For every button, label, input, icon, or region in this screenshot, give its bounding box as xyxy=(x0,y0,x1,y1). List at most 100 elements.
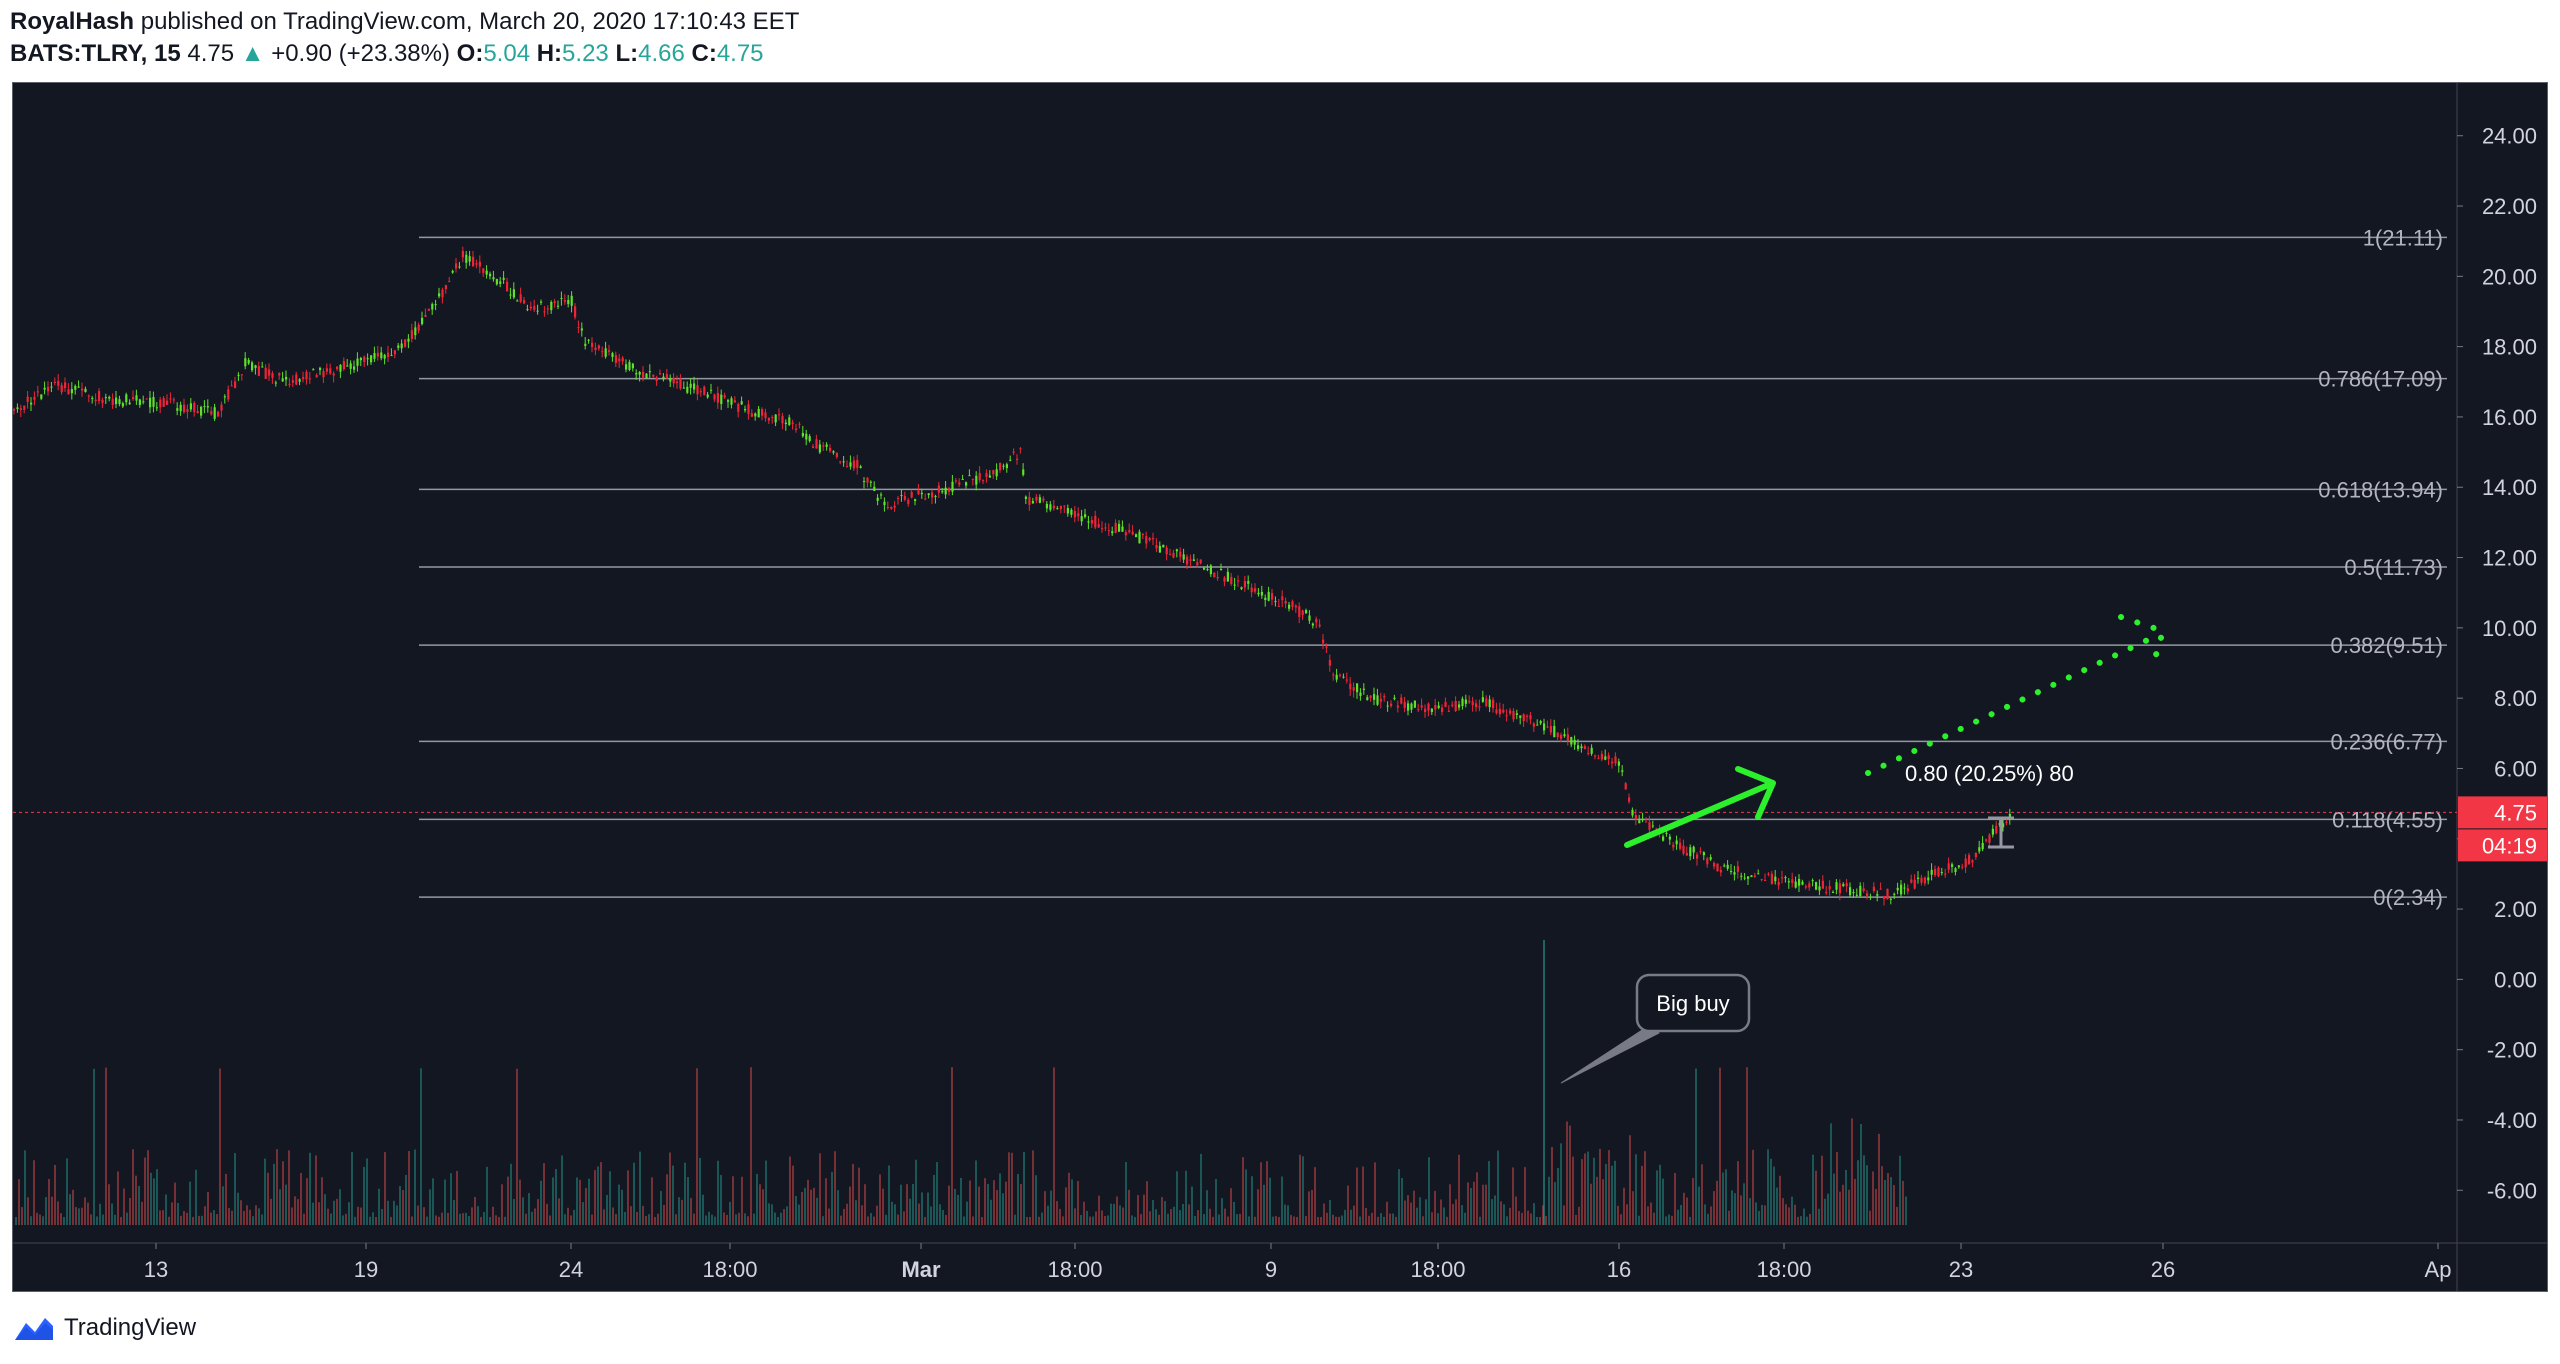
volume-bar xyxy=(1002,1193,1004,1225)
volume-bar xyxy=(1056,1201,1058,1225)
candle-body xyxy=(662,376,665,380)
volume-bar xyxy=(1359,1216,1361,1225)
volume-bar xyxy=(159,1210,161,1225)
candle-body xyxy=(968,475,971,477)
candle-body xyxy=(1937,867,1940,877)
volume-bar xyxy=(1566,1121,1568,1225)
time-tick-label: 18:00 xyxy=(1047,1257,1102,1282)
volume-bar xyxy=(474,1197,476,1225)
publisher-name[interactable]: RoyalHash xyxy=(10,8,135,35)
volume-bar xyxy=(69,1194,71,1225)
volume-bar xyxy=(471,1207,473,1225)
candle-body xyxy=(829,447,832,452)
candle-body xyxy=(196,411,199,414)
candle-body xyxy=(455,263,458,269)
candle-body xyxy=(1042,498,1045,501)
volume-bar xyxy=(1332,1214,1334,1225)
volume-bar xyxy=(1293,1216,1295,1225)
volume-bar xyxy=(60,1213,62,1225)
volume-bar xyxy=(381,1209,383,1225)
candle-body xyxy=(1475,703,1478,708)
volume-bar xyxy=(972,1216,974,1225)
volume-bar xyxy=(717,1160,719,1225)
tradingview-brand[interactable]: TradingView xyxy=(64,1314,197,1341)
fib-level-label: 0.5(11.73) xyxy=(2344,555,2443,580)
candle-body xyxy=(1383,696,1386,698)
volume-bar xyxy=(189,1181,191,1225)
volume-bar xyxy=(1188,1204,1190,1225)
volume-bar xyxy=(1533,1203,1535,1225)
volume-bar xyxy=(57,1201,59,1225)
volume-bar xyxy=(1269,1177,1271,1225)
volume-bar xyxy=(1626,1204,1628,1225)
fib-level-label: 0.786(17.09) xyxy=(2318,367,2443,392)
volume-bar xyxy=(1629,1135,1631,1225)
candle-body xyxy=(1298,606,1301,617)
candle-body xyxy=(1505,715,1508,717)
candle-body xyxy=(223,396,226,398)
candle-body xyxy=(285,376,288,380)
candle-body xyxy=(540,301,543,303)
symbol-name[interactable]: BATS:TLRY, 15 xyxy=(10,40,181,67)
volume-bar xyxy=(1419,1197,1421,1225)
price-chart[interactable]: 24.00 22.00 20.00 18.00 16.00 14.00 12.00 10.00… xyxy=(13,83,2547,1291)
chart-frame[interactable]: 24.00 22.00 20.00 18.00 16.00 14.00 12.00 10.00… xyxy=(12,82,2548,1292)
volume-bar xyxy=(516,1068,518,1225)
candle-body xyxy=(924,498,927,500)
volume-bar xyxy=(915,1159,917,1225)
candle-body xyxy=(506,281,509,291)
fib-level-label: 0.236(6.77) xyxy=(2330,729,2443,754)
candle-body xyxy=(50,386,53,388)
volume-bar xyxy=(594,1170,596,1225)
candle-body xyxy=(193,402,196,412)
candle-body xyxy=(815,439,818,449)
volume-bar xyxy=(63,1216,65,1225)
volume-bar xyxy=(1113,1203,1115,1225)
callout-text: Big buy xyxy=(1656,991,1729,1016)
volume-bar xyxy=(996,1190,998,1225)
candle-body xyxy=(1947,863,1950,870)
candle-body xyxy=(149,397,152,408)
volume-bar xyxy=(84,1197,86,1225)
candle-body xyxy=(1390,703,1393,706)
volume-bar xyxy=(918,1203,920,1225)
candle-body xyxy=(1750,875,1753,878)
volume-bar xyxy=(1065,1187,1067,1225)
volume-bar xyxy=(342,1215,344,1225)
candle-body xyxy=(1532,723,1535,727)
candle-body xyxy=(648,371,651,373)
volume-bar xyxy=(645,1215,647,1225)
candle-body xyxy=(1549,725,1552,733)
volume-bar xyxy=(771,1204,773,1225)
tradingview-logo-icon[interactable] xyxy=(12,1313,56,1343)
volume-bar xyxy=(1554,1182,1556,1225)
price-tick-label: 14.00 xyxy=(2482,475,2537,500)
current-price-badge xyxy=(2458,796,2547,829)
candle-body xyxy=(1607,755,1610,760)
candle-body xyxy=(1220,568,1223,570)
candle-body xyxy=(16,407,19,410)
candle-body xyxy=(472,256,475,267)
candle-body xyxy=(1964,858,1967,868)
volume-bar xyxy=(78,1208,80,1225)
candle-body xyxy=(563,300,566,302)
candle-body xyxy=(1692,846,1695,853)
candle-body xyxy=(1145,536,1148,544)
price-tick-label: 2.00 xyxy=(2494,897,2537,922)
candle-body xyxy=(1407,703,1410,711)
candle-body xyxy=(1957,865,1960,868)
volume-bar xyxy=(1101,1210,1103,1225)
candle-body xyxy=(203,406,206,408)
candle-body xyxy=(1614,756,1617,764)
volume-bar xyxy=(183,1211,185,1225)
volume-bar xyxy=(687,1177,689,1225)
volume-bar xyxy=(702,1194,704,1225)
volume-bar xyxy=(1326,1212,1328,1225)
candle-body xyxy=(835,452,838,458)
candle-body xyxy=(832,451,835,453)
candle-body xyxy=(172,399,175,401)
candle-body xyxy=(101,399,104,403)
candle-body xyxy=(1889,898,1892,900)
candle-body xyxy=(363,356,366,363)
candle-body xyxy=(764,412,767,419)
